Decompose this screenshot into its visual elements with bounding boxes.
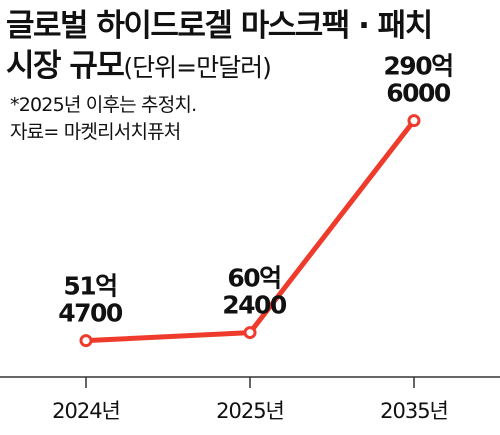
data-label-line: 290억: [383, 52, 452, 81]
data-point: [407, 114, 421, 128]
data-point: [243, 326, 257, 340]
title-unit: (단위=만달러): [123, 53, 271, 82]
chart-title: 글로벌 하이드로겔 마스크팩 · 패치 시장 규모(단위=만달러): [6, 6, 433, 88]
data-label-line: 2400: [222, 291, 287, 320]
data-label: 60억 2400: [222, 264, 287, 320]
data-label: 51억 4700: [58, 272, 123, 328]
title-line-2: 시장 규모(단위=만달러): [6, 46, 432, 88]
x-tick-label: 2024년: [52, 399, 120, 423]
title-line-1: 글로벌 하이드로겔 마스크팩 · 패치: [6, 8, 433, 44]
source-note: 자료= 마켓리서치퓨처: [10, 121, 181, 143]
data-label-line: 6000: [386, 79, 451, 108]
estimate-note: *2025년 이후는 추정치.: [10, 94, 197, 116]
data-label-line: 51억: [63, 272, 116, 301]
chart-notes: *2025년 이후는 추정치. 자료= 마켓리서치퓨처: [10, 92, 197, 146]
data-point: [79, 334, 93, 348]
title-main: 시장 규모: [6, 48, 125, 84]
x-tick-label: 2025년: [216, 399, 284, 423]
data-label-line: 4700: [58, 299, 123, 328]
data-label-line: 60억: [227, 264, 280, 293]
x-tick-label: 2035년: [380, 399, 448, 423]
data-label: 290억 6000: [383, 52, 452, 108]
